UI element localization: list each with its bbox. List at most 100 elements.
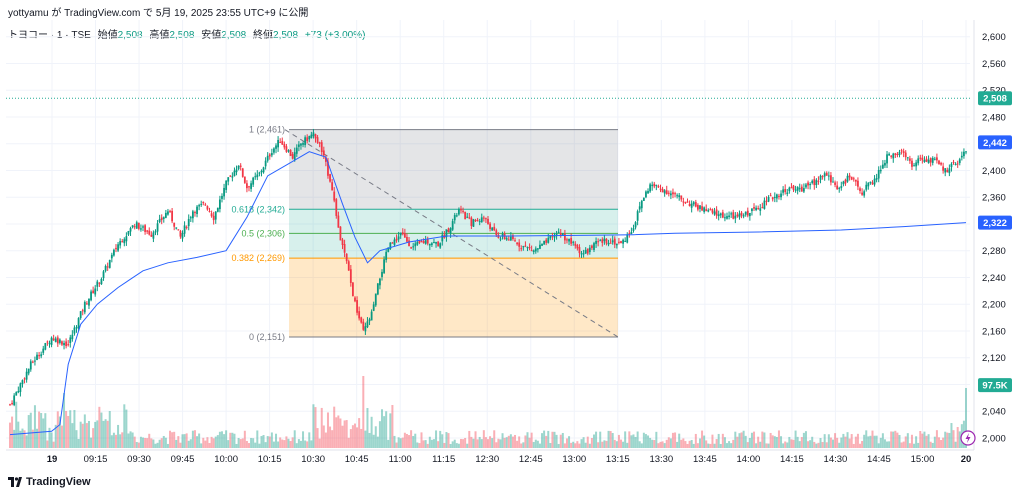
volume-bar <box>559 434 562 448</box>
volume-bar <box>106 420 109 448</box>
candle-body <box>289 149 292 156</box>
volume-bar <box>630 435 633 448</box>
price-tick-label: 2,600 <box>982 32 1006 43</box>
candle-body <box>285 146 288 152</box>
candle-body <box>21 380 24 384</box>
candle-body <box>44 343 47 350</box>
volume-bar <box>711 434 714 448</box>
candle-body <box>435 242 437 244</box>
candle-body <box>624 240 627 242</box>
candle-body <box>620 241 622 244</box>
volume-bar <box>441 434 444 448</box>
volume-bar <box>87 421 90 448</box>
fib-retracement[interactable]: 1 (2,461) 0.618 (2,342) 0.5 (2,306) 0.382 (… <box>231 125 619 342</box>
volume-bar <box>370 416 373 448</box>
volume-bar <box>798 441 801 448</box>
candle-body <box>71 334 74 340</box>
volume-bar <box>17 421 20 448</box>
volume-bar <box>715 439 718 448</box>
candle-body <box>570 238 573 244</box>
candle-body <box>129 228 132 232</box>
volume-bar <box>568 436 571 448</box>
volume-bar <box>420 432 423 448</box>
candle-body <box>92 290 95 294</box>
candle-body <box>341 239 344 246</box>
volume-bar <box>879 437 882 448</box>
candle-body <box>532 250 535 253</box>
candle-body <box>335 199 338 216</box>
volume-bar <box>915 436 918 448</box>
candle-body <box>36 354 38 361</box>
candle-body <box>688 203 691 206</box>
volume-bar <box>335 417 338 448</box>
candle-body <box>755 207 757 210</box>
volume-bar <box>279 437 282 448</box>
candle-body <box>884 162 886 166</box>
volume-bar <box>283 440 286 448</box>
volume-bar <box>881 433 884 448</box>
candle-body <box>705 209 708 212</box>
candle-body <box>493 226 496 231</box>
candle-body <box>204 204 207 206</box>
volume-bar <box>811 436 814 448</box>
volume-bar <box>212 438 215 448</box>
candle-body <box>888 153 891 156</box>
candle-body <box>349 269 352 283</box>
volume-bar <box>11 416 14 448</box>
candle-body <box>262 167 265 173</box>
candle-body <box>447 228 450 232</box>
volume-bar <box>844 436 847 448</box>
candle-body <box>160 217 163 221</box>
candle-body <box>210 213 213 217</box>
candle-body <box>229 175 232 177</box>
volume-bar <box>590 438 593 448</box>
candle-body <box>399 232 402 236</box>
time-tick-label: 12:30 <box>475 454 499 465</box>
volume-bar <box>942 437 945 448</box>
volume-bar <box>258 443 261 448</box>
candle-body <box>206 206 209 210</box>
candle-body <box>782 189 785 193</box>
candle-body <box>881 164 884 169</box>
volume-bar <box>528 437 531 448</box>
candle-body <box>857 180 859 187</box>
volume-bar <box>667 437 670 448</box>
lightning-icon[interactable] <box>960 430 976 446</box>
candle-body <box>628 233 631 235</box>
candle-body <box>653 183 656 187</box>
volume-bar <box>38 411 41 448</box>
candle-body <box>686 201 689 203</box>
volume-bar <box>183 434 186 448</box>
candle-body <box>553 236 556 238</box>
volume-bar <box>133 436 136 448</box>
candle-body <box>946 169 949 173</box>
candle-body <box>360 317 363 323</box>
volume-bar <box>164 437 167 448</box>
candle-body <box>354 297 356 302</box>
candle-body <box>50 337 53 345</box>
candle-body <box>651 184 654 187</box>
candle-body <box>482 217 485 219</box>
candle-body <box>295 147 298 154</box>
candle-body <box>938 160 940 165</box>
volume-bar <box>347 437 350 448</box>
volume-bar <box>701 430 704 448</box>
candle-body <box>464 211 467 220</box>
symbol-label[interactable]: トヨコー · 1 · TSE <box>8 30 91 41</box>
candle-body <box>576 245 579 249</box>
candle-body <box>171 210 174 222</box>
candle-body <box>156 223 159 232</box>
price-tick-label: 2,480 <box>982 112 1006 123</box>
price-tick-label: 2,160 <box>982 326 1006 337</box>
volume-bar <box>94 421 97 448</box>
candle-body <box>489 223 491 229</box>
candle-body <box>408 240 410 247</box>
volume-bar <box>761 431 764 448</box>
volume-bar <box>665 439 668 448</box>
candle-body <box>320 142 323 153</box>
volume-bar <box>755 443 758 448</box>
volume-bar <box>929 441 932 448</box>
high-label: 高値 <box>149 30 170 41</box>
price-badge <box>978 91 1012 106</box>
